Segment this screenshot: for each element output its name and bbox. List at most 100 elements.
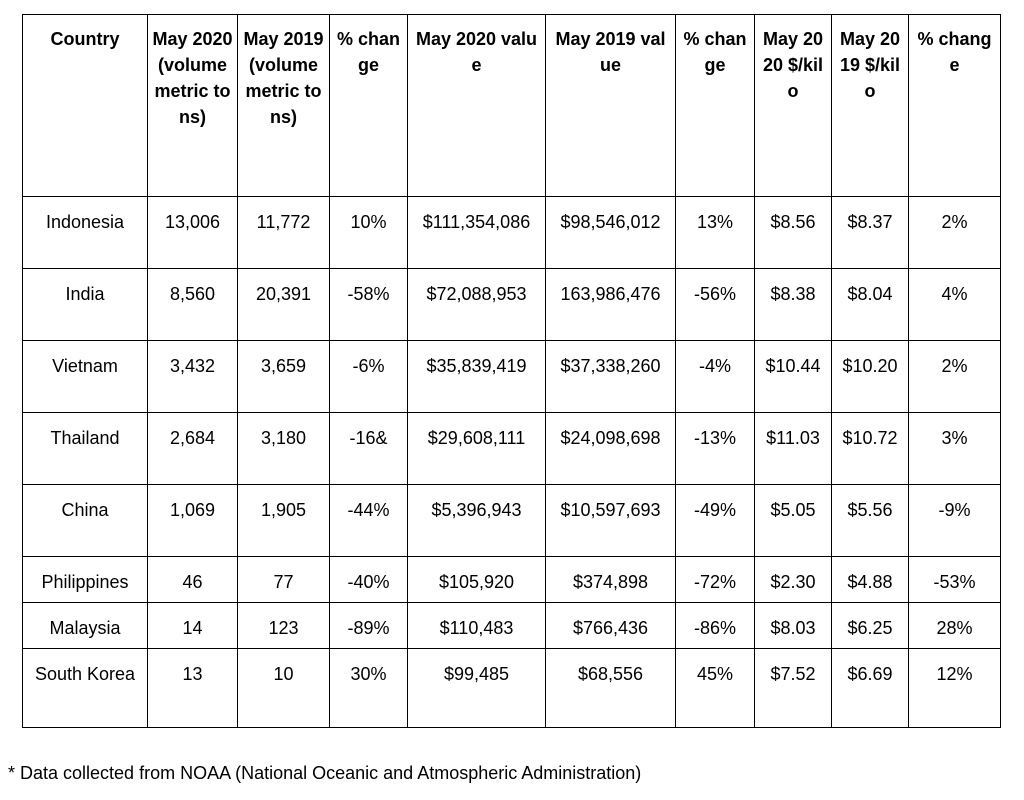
table-cell: South Korea	[22, 648, 148, 728]
table-cell: 45%	[675, 648, 755, 728]
table-cell: 4%	[908, 268, 1001, 341]
table-cell: $8.04	[831, 268, 909, 341]
table-cell: 3,432	[147, 340, 238, 413]
table-cell: -58%	[329, 268, 408, 341]
table-cell: -16&	[329, 412, 408, 485]
table-cell: -44%	[329, 484, 408, 557]
table-cell: $6.25	[831, 602, 909, 649]
table-cell: -4%	[675, 340, 755, 413]
table-cell: 3,180	[237, 412, 330, 485]
table-cell: 20,391	[237, 268, 330, 341]
table-cell: $72,088,953	[407, 268, 546, 341]
table-cell: $11.03	[754, 412, 832, 485]
table-cell: $98,546,012	[545, 196, 676, 269]
table-cell: Thailand	[22, 412, 148, 485]
table-cell: -72%	[675, 556, 755, 603]
data-table: Country May 2020 (volume metric tons) Ma…	[22, 14, 1001, 728]
table-cell: $374,898	[545, 556, 676, 603]
table-cell: 1,905	[237, 484, 330, 557]
table-cell: $10.20	[831, 340, 909, 413]
table-cell: $5,396,943	[407, 484, 546, 557]
table-cell: $29,608,111	[407, 412, 546, 485]
table-row: Malaysia 14 123 -89% $110,483 $766,436 -…	[22, 602, 1001, 649]
table-cell: -53%	[908, 556, 1001, 603]
header-country: Country	[22, 14, 148, 197]
table-cell: 77	[237, 556, 330, 603]
table-cell: $5.56	[831, 484, 909, 557]
table-cell: India	[22, 268, 148, 341]
table-cell: 3,659	[237, 340, 330, 413]
table-cell: $8.56	[754, 196, 832, 269]
table-cell: China	[22, 484, 148, 557]
header-value-change: % change	[675, 14, 755, 197]
header-price-change: % change	[908, 14, 1001, 197]
table-cell: $37,338,260	[545, 340, 676, 413]
table-cell: 13,006	[147, 196, 238, 269]
header-may-2020-price: May 2020 $/kilo	[754, 14, 832, 197]
table-cell: Indonesia	[22, 196, 148, 269]
table-cell: $4.88	[831, 556, 909, 603]
table-row: China 1,069 1,905 -44% $5,396,943 $10,59…	[22, 484, 1001, 557]
table-header-row: Country May 2020 (volume metric tons) Ma…	[22, 14, 1001, 197]
table-cell: 123	[237, 602, 330, 649]
table-row: Vietnam 3,432 3,659 -6% $35,839,419 $37,…	[22, 340, 1001, 413]
table-cell: 8,560	[147, 268, 238, 341]
table-cell: $766,436	[545, 602, 676, 649]
table-cell: $6.69	[831, 648, 909, 728]
table-cell: Malaysia	[22, 602, 148, 649]
table-cell: 30%	[329, 648, 408, 728]
table-row: Indonesia 13,006 11,772 10% $111,354,086…	[22, 196, 1001, 269]
table-cell: 2%	[908, 340, 1001, 413]
table-row: Thailand 2,684 3,180 -16& $29,608,111 $2…	[22, 412, 1001, 485]
table-cell: 2,684	[147, 412, 238, 485]
table-cell: -89%	[329, 602, 408, 649]
table-cell: $68,556	[545, 648, 676, 728]
table-cell: $7.52	[754, 648, 832, 728]
table-cell: 10%	[329, 196, 408, 269]
table-cell: $2.30	[754, 556, 832, 603]
table-row: India 8,560 20,391 -58% $72,088,953 163,…	[22, 268, 1001, 341]
table-cell: 13	[147, 648, 238, 728]
table-cell: $105,920	[407, 556, 546, 603]
table-cell: -13%	[675, 412, 755, 485]
table-cell: 2%	[908, 196, 1001, 269]
table-cell: Philippines	[22, 556, 148, 603]
table-cell: -6%	[329, 340, 408, 413]
table-cell: $35,839,419	[407, 340, 546, 413]
table-cell: 10	[237, 648, 330, 728]
table-cell: 1,069	[147, 484, 238, 557]
table-row: Philippines 46 77 -40% $105,920 $374,898…	[22, 556, 1001, 603]
table-cell: -9%	[908, 484, 1001, 557]
header-volume-change: % change	[329, 14, 408, 197]
table-cell: $110,483	[407, 602, 546, 649]
table-cell: $8.38	[754, 268, 832, 341]
header-may-2020-volume: May 2020 (volume metric tons)	[147, 14, 238, 197]
header-may-2020-value: May 2020 value	[407, 14, 546, 197]
table-cell: -49%	[675, 484, 755, 557]
table-cell: $10,597,693	[545, 484, 676, 557]
table-cell: 14	[147, 602, 238, 649]
table-cell: 11,772	[237, 196, 330, 269]
header-may-2019-volume: May 2019 (volume metric tons)	[237, 14, 330, 197]
table-cell: $8.37	[831, 196, 909, 269]
table-cell: 12%	[908, 648, 1001, 728]
table-cell: -40%	[329, 556, 408, 603]
table-cell: -86%	[675, 602, 755, 649]
table-cell: $10.44	[754, 340, 832, 413]
table-cell: 28%	[908, 602, 1001, 649]
table-cell: $8.03	[754, 602, 832, 649]
table-cell: 46	[147, 556, 238, 603]
table-cell: $10.72	[831, 412, 909, 485]
table-cell: -56%	[675, 268, 755, 341]
table-cell: 13%	[675, 196, 755, 269]
footnote: * Data collected from NOAA (National Oce…	[8, 763, 642, 783]
table-cell: $5.05	[754, 484, 832, 557]
table-cell: 163,986,476	[545, 268, 676, 341]
table-cell: Vietnam	[22, 340, 148, 413]
header-may-2019-value: May 2019 value	[545, 14, 676, 197]
header-may-2019-price: May 2019 $/kilo	[831, 14, 909, 197]
table-cell: $111,354,086	[407, 196, 546, 269]
table-cell: $99,485	[407, 648, 546, 728]
table-cell: $24,098,698	[545, 412, 676, 485]
table-cell: 3%	[908, 412, 1001, 485]
